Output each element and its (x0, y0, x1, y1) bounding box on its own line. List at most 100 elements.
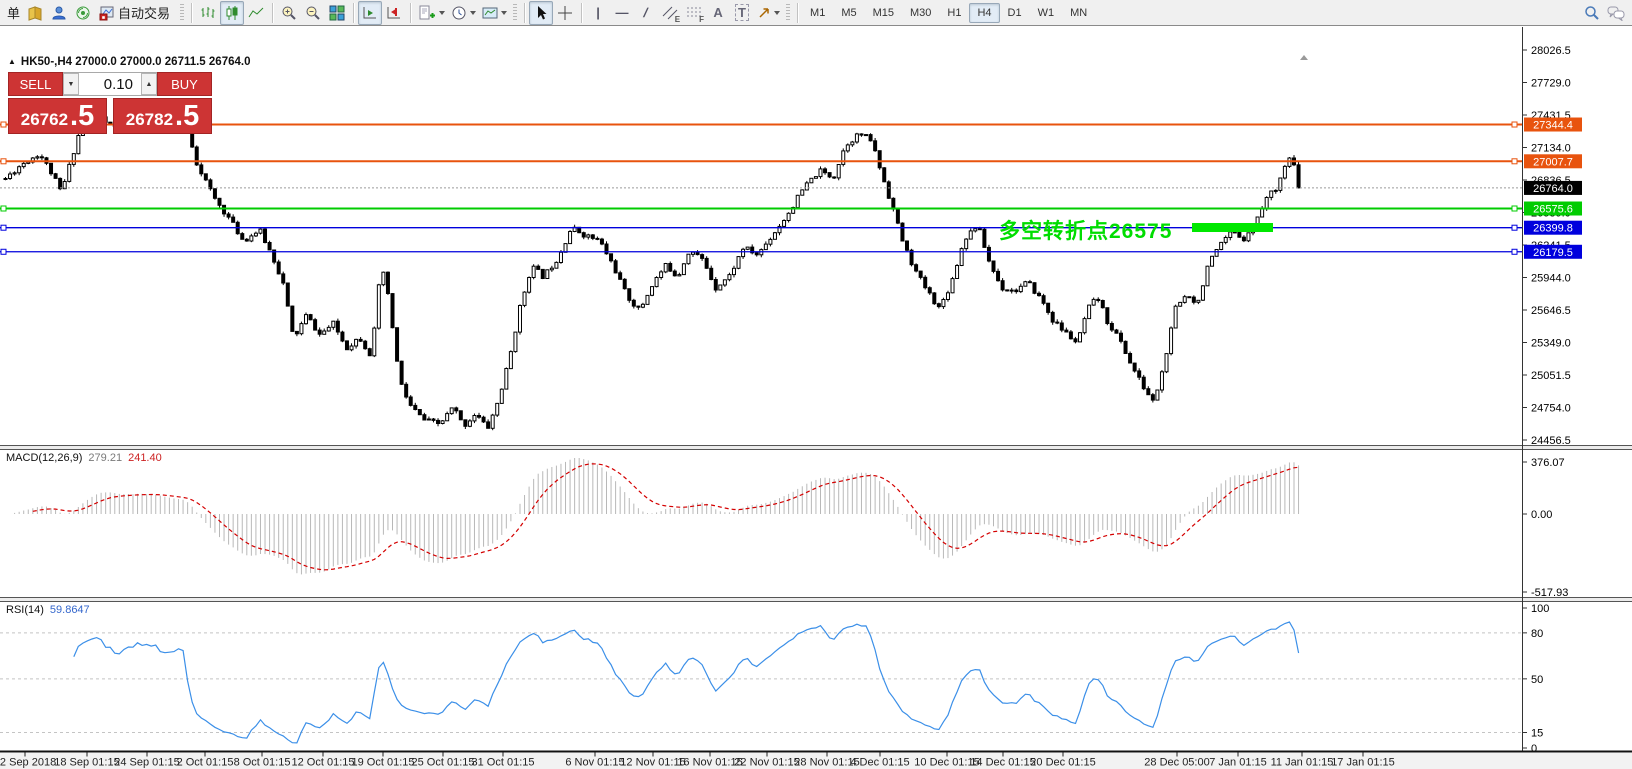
cursor-button[interactable] (529, 0, 554, 25)
svg-text:26399.8: 26399.8 (1533, 223, 1573, 235)
market-watch-button[interactable] (23, 1, 47, 25)
svg-text:-517.93: -517.93 (1531, 587, 1568, 599)
auto-scroll-button[interactable] (358, 0, 383, 25)
indicators-button[interactable] (415, 1, 448, 25)
svg-text:12 Oct 01:15: 12 Oct 01:15 (292, 757, 355, 769)
svg-text:24754.0: 24754.0 (1531, 403, 1571, 415)
zoom-in-button[interactable] (277, 1, 301, 25)
volume-input[interactable]: 0.10 (79, 73, 141, 95)
dropdown-arrow-icon[interactable] (470, 10, 477, 15)
bar-chart-button[interactable] (196, 1, 220, 25)
macd-signal-line (32, 463, 1299, 571)
svg-text:26539.0: 26539.0 (1531, 208, 1571, 220)
chat-button[interactable] (1604, 1, 1628, 25)
candlestick-chart-button[interactable] (220, 0, 245, 25)
tile-windows-icon (329, 5, 345, 20)
svg-text:27007.7: 27007.7 (1533, 156, 1573, 168)
timeframe-M30[interactable]: M30 (910, 6, 932, 19)
sell-price-display[interactable]: 26762.5 (8, 98, 107, 134)
horizontal-line-tool[interactable]: — (615, 5, 629, 20)
svg-text:27729.0: 27729.0 (1531, 78, 1571, 90)
tile-windows-button[interactable] (325, 1, 349, 25)
svg-text:12 Sep 2018: 12 Sep 2018 (0, 757, 56, 769)
new-order-label[interactable]: 单 (7, 6, 21, 21)
buy-button[interactable]: BUY (157, 72, 212, 96)
buy-price-display[interactable]: 26782.5 (113, 98, 212, 134)
svg-text:27134.0: 27134.0 (1531, 143, 1571, 155)
search-icon (1585, 5, 1599, 20)
bar-chart-icon (201, 6, 215, 18)
candles (3, 108, 1301, 431)
rsi-line (73, 621, 1300, 744)
trendline-tool[interactable]: / (642, 5, 650, 20)
dropdown-arrow-icon[interactable] (439, 10, 446, 15)
svg-text:12 Nov 01:15: 12 Nov 01:15 (620, 757, 685, 769)
templates-button[interactable] (479, 1, 510, 25)
timeframe-W1[interactable]: W1 (1037, 6, 1055, 19)
chart-canvas[interactable]: 28026.5 27729.0 27431.5 27134.0 26836.5 26539… (0, 26, 1632, 769)
crosshair-button[interactable] (553, 1, 577, 25)
svg-text:7 Jan 01:15: 7 Jan 01:15 (1209, 757, 1267, 769)
svg-text:2 Oct 01:15: 2 Oct 01:15 (177, 757, 234, 769)
dropdown-arrow-icon[interactable] (501, 10, 508, 15)
svg-text:26575.6: 26575.6 (1533, 204, 1573, 216)
timeframe-MN[interactable]: MN (1070, 6, 1088, 19)
svg-text:80: 80 (1531, 628, 1543, 640)
dropdown-arrow-icon[interactable] (774, 10, 781, 15)
chart-shift-button[interactable] (382, 1, 406, 25)
price-axis: 28026.5 27729.0 27431.5 27134.0 26836.5 26539… (1522, 45, 1571, 755)
rsi-level-lines (0, 632, 1522, 734)
text-tool[interactable]: A (713, 5, 723, 20)
search-button[interactable] (1580, 1, 1604, 25)
price-badges: 27344.4 27007.7 26575.6 26399.8 26179.5 26764… (1524, 117, 1582, 259)
svg-text:27344.4: 27344.4 (1533, 120, 1573, 132)
signals-button[interactable] (71, 1, 95, 25)
clock-icon (452, 6, 466, 19)
svg-text:19 Oct 01:15: 19 Oct 01:15 (352, 757, 415, 769)
timeframe-M1[interactable]: M1 (810, 6, 826, 19)
line-chart-button[interactable] (244, 1, 268, 25)
rsi-indicator-label: RSI(14) 59.8647 (6, 604, 90, 616)
timeframe-M5[interactable]: M5 (841, 6, 857, 19)
vertical-line-tool[interactable]: | (596, 5, 600, 20)
zoom-out-button[interactable] (301, 1, 325, 25)
timeframe-M15[interactable]: M15 (872, 6, 894, 19)
chart-window: 28026.5 27729.0 27431.5 27134.0 26836.5 26539… (0, 26, 1632, 769)
collapse-panel-icon[interactable]: ▲ (8, 57, 16, 66)
chat-icon (1607, 6, 1625, 21)
line-chart-icon (248, 7, 264, 17)
timeframe-H4[interactable]: H4 (969, 2, 1000, 23)
periods-button[interactable] (448, 1, 479, 25)
volume-increase-button[interactable]: ▲ (141, 73, 157, 95)
svg-text:22 Nov 01:15: 22 Nov 01:15 (734, 757, 799, 769)
fibonacci-tool[interactable]: F (682, 1, 706, 25)
chart-scroll-indicator[interactable] (1300, 55, 1308, 60)
svg-text:24456.5: 24456.5 (1531, 435, 1571, 447)
arrows-icon (759, 7, 769, 18)
template-icon (482, 7, 498, 18)
symbol-ohlc-text: HK50-,H4 27000.0 27000.0 26711.5 26764.0 (20, 56, 251, 68)
timeframe-D1[interactable]: D1 (1007, 6, 1022, 19)
channel-tool[interactable]: E (658, 1, 682, 25)
volume-decrease-button[interactable]: ▼ (63, 73, 79, 95)
toolbar: 单 自动交易 (0, 0, 1632, 26)
navigator-button[interactable] (47, 1, 71, 25)
svg-text:0.00: 0.00 (1531, 509, 1552, 521)
autotrading-button[interactable]: 自动交易 (95, 1, 177, 25)
pivot-annotation-text[interactable]: 多空转折点26575 (999, 220, 1173, 243)
zoom-out-icon (306, 6, 320, 20)
svg-text:11 Jan 01:15: 11 Jan 01:15 (1271, 757, 1334, 769)
sell-button[interactable]: SELL (8, 72, 63, 96)
timeframe-H1[interactable]: H1 (947, 6, 962, 19)
arrows-tool[interactable] (754, 1, 783, 25)
auto-scroll-icon (363, 6, 377, 18)
pivot-annotation-bar[interactable] (1192, 223, 1273, 232)
text-label-tool[interactable]: T (730, 1, 754, 25)
horizontal-lines[interactable] (0, 121, 1522, 255)
svg-text:50: 50 (1531, 674, 1543, 686)
svg-text:31 Oct 01:15: 31 Oct 01:15 (472, 757, 535, 769)
svg-text:18 Sep 01:15: 18 Sep 01:15 (54, 757, 119, 769)
svg-text:25051.5: 25051.5 (1531, 370, 1571, 382)
svg-text:6 Nov 01:15: 6 Nov 01:15 (565, 757, 624, 769)
